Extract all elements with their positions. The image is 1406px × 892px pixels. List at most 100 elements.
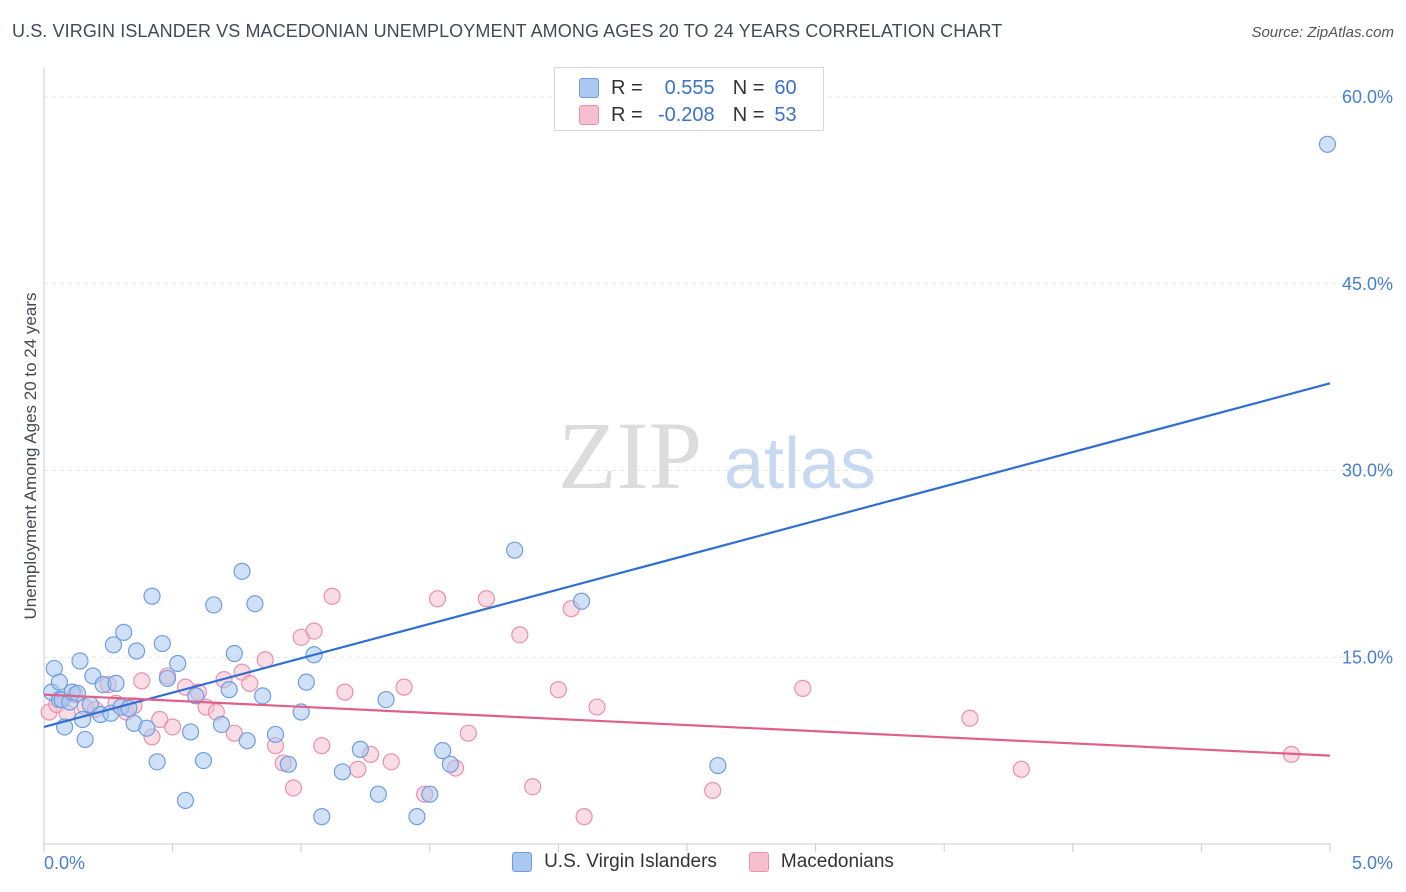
macedonians-point	[459, 724, 477, 742]
virgin-islanders-point	[68, 684, 87, 702]
macedonians-point	[151, 710, 169, 729]
legend-n-value: 60	[774, 76, 797, 99]
macedonians-point	[382, 753, 400, 771]
virgin-islanders-point	[408, 808, 426, 826]
macedonians-point	[794, 679, 812, 697]
watermark-atlas: atlas	[724, 424, 876, 504]
virgin-islanders-point	[187, 687, 205, 705]
bottom-legend-virgin-islanders: U.S. Virgin Islanders	[512, 851, 717, 873]
virgin-islanders-point	[246, 595, 264, 613]
macedonians-point	[428, 590, 447, 608]
virgin-islanders-point	[212, 715, 231, 734]
bottom-legend-label: U.S. Virgin Islanders	[544, 851, 717, 872]
virgin-islanders-point	[107, 674, 125, 692]
legend-n-label: N =	[732, 103, 765, 126]
virgin-islanders-point	[169, 654, 187, 673]
virgin-islanders-trend-line	[43, 382, 1331, 729]
y-tick-label: 30.0%	[1342, 461, 1393, 481]
y-tick-label: 60.0%	[1342, 87, 1393, 107]
chart-title: U.S. VIRGIN ISLANDER VS MACEDONIAN UNEMP…	[12, 21, 1003, 41]
macedonians-point	[704, 781, 722, 800]
virgin-islanders-point	[369, 785, 387, 803]
legend-r-value: -0.208	[657, 103, 715, 126]
x-tick-label: 5.0%	[1352, 853, 1393, 873]
virgin-islanders-point	[71, 652, 89, 670]
virgin-islanders-point	[313, 808, 331, 826]
virgin-islanders-point	[238, 732, 256, 750]
legend-swatch-blue	[579, 78, 599, 98]
virgin-islanders-point	[148, 753, 166, 771]
macedonians-point	[336, 683, 354, 701]
tick-labels: 15.0% 30.0% 45.0% 60.0% 0.0% 5.0%	[44, 87, 1393, 873]
virgin-islanders-point	[153, 634, 171, 653]
source-note: Source: ZipAtlas.com	[1251, 24, 1394, 41]
macedonians-point	[511, 626, 529, 644]
macedonians-point	[164, 718, 182, 736]
y-tick-label: 45.0%	[1342, 274, 1393, 294]
legend-n-value: 53	[774, 103, 797, 126]
macedonians-point	[477, 590, 495, 608]
y-axis-label-group: Unemployment Among Ages 20 to 24 years	[21, 293, 40, 620]
macedonians-point	[241, 674, 259, 692]
virgin-islanders-point	[205, 596, 223, 614]
legend-row-virgin-islanders: R = 0.555 N = 60	[579, 76, 797, 100]
virgin-islanders-point	[1318, 135, 1337, 153]
virgin-islanders-point	[158, 669, 177, 688]
virgin-islanders-point	[233, 562, 251, 580]
bottom-legend-swatch-pink	[748, 852, 769, 872]
virgin-islanders-point	[572, 592, 591, 610]
virgin-islanders-point	[441, 755, 459, 773]
virgin-islanders-point	[127, 642, 146, 660]
macedonians-point	[133, 672, 151, 690]
virgin-islanders-point	[194, 751, 213, 770]
bottom-legend-label: Macedonians	[780, 851, 894, 872]
legend-n-label: N =	[732, 76, 765, 99]
virgin-islanders-point	[115, 623, 133, 641]
macedonians-point	[588, 698, 606, 716]
virgin-islanders-point	[225, 644, 243, 663]
legend-r-value: 0.555	[664, 76, 715, 99]
virgin-islanders-point	[254, 687, 272, 705]
virgin-islanders-point	[182, 723, 200, 741]
macedonians-point	[524, 778, 542, 796]
legend-swatch-pink	[579, 105, 599, 125]
macedonians-point	[225, 724, 243, 742]
macedonians-point	[1012, 760, 1030, 778]
macedonians-point	[395, 678, 413, 696]
macedonians-point	[313, 737, 331, 755]
virgin-islanders-point	[434, 742, 452, 760]
macedonians-point	[961, 709, 979, 727]
macedonians-point	[349, 760, 367, 778]
macedonians-points	[40, 587, 1301, 826]
macedonians-point	[575, 808, 593, 826]
bottom-legend-macedonians: Macedonians	[748, 851, 894, 873]
virgin-islanders-point	[220, 681, 238, 699]
macedonians-point	[323, 587, 341, 605]
virgin-islanders-point	[73, 710, 92, 729]
x-tick-label: 0.0%	[44, 853, 85, 873]
virgin-islanders-point	[506, 541, 524, 559]
y-tick-label: 15.0%	[1342, 647, 1393, 667]
legend-r-label: R =	[611, 76, 643, 99]
virgin-islanders-point	[138, 719, 156, 737]
virgin-islanders-point	[377, 690, 395, 709]
virgin-islanders-point	[709, 756, 727, 775]
bottom-legend: U.S. Virgin Islanders Macedonians	[0, 851, 1406, 873]
trend-lines	[43, 382, 1331, 757]
y-axis-label: Unemployment Among Ages 20 to 24 years	[21, 293, 40, 620]
macedonians-trend-line	[43, 693, 1331, 757]
virgin-islanders-point	[76, 730, 94, 749]
macedonians-point	[549, 681, 568, 699]
virgin-islanders-point	[421, 785, 439, 803]
virgin-islanders-point	[333, 763, 351, 781]
virgin-islanders-point	[143, 587, 161, 605]
macedonians-point	[305, 622, 323, 640]
virgin-islanders-point	[351, 740, 369, 758]
virgin-islanders-point	[176, 791, 195, 810]
virgin-islanders-point	[266, 725, 285, 744]
legend-r-label: R =	[611, 103, 643, 126]
bottom-legend-swatch-blue	[512, 852, 533, 872]
legend-box: R = 0.555 N = 60 R = -0.208 N = 53	[554, 67, 824, 131]
legend-row-macedonians: R = -0.208 N = 53	[579, 103, 797, 127]
